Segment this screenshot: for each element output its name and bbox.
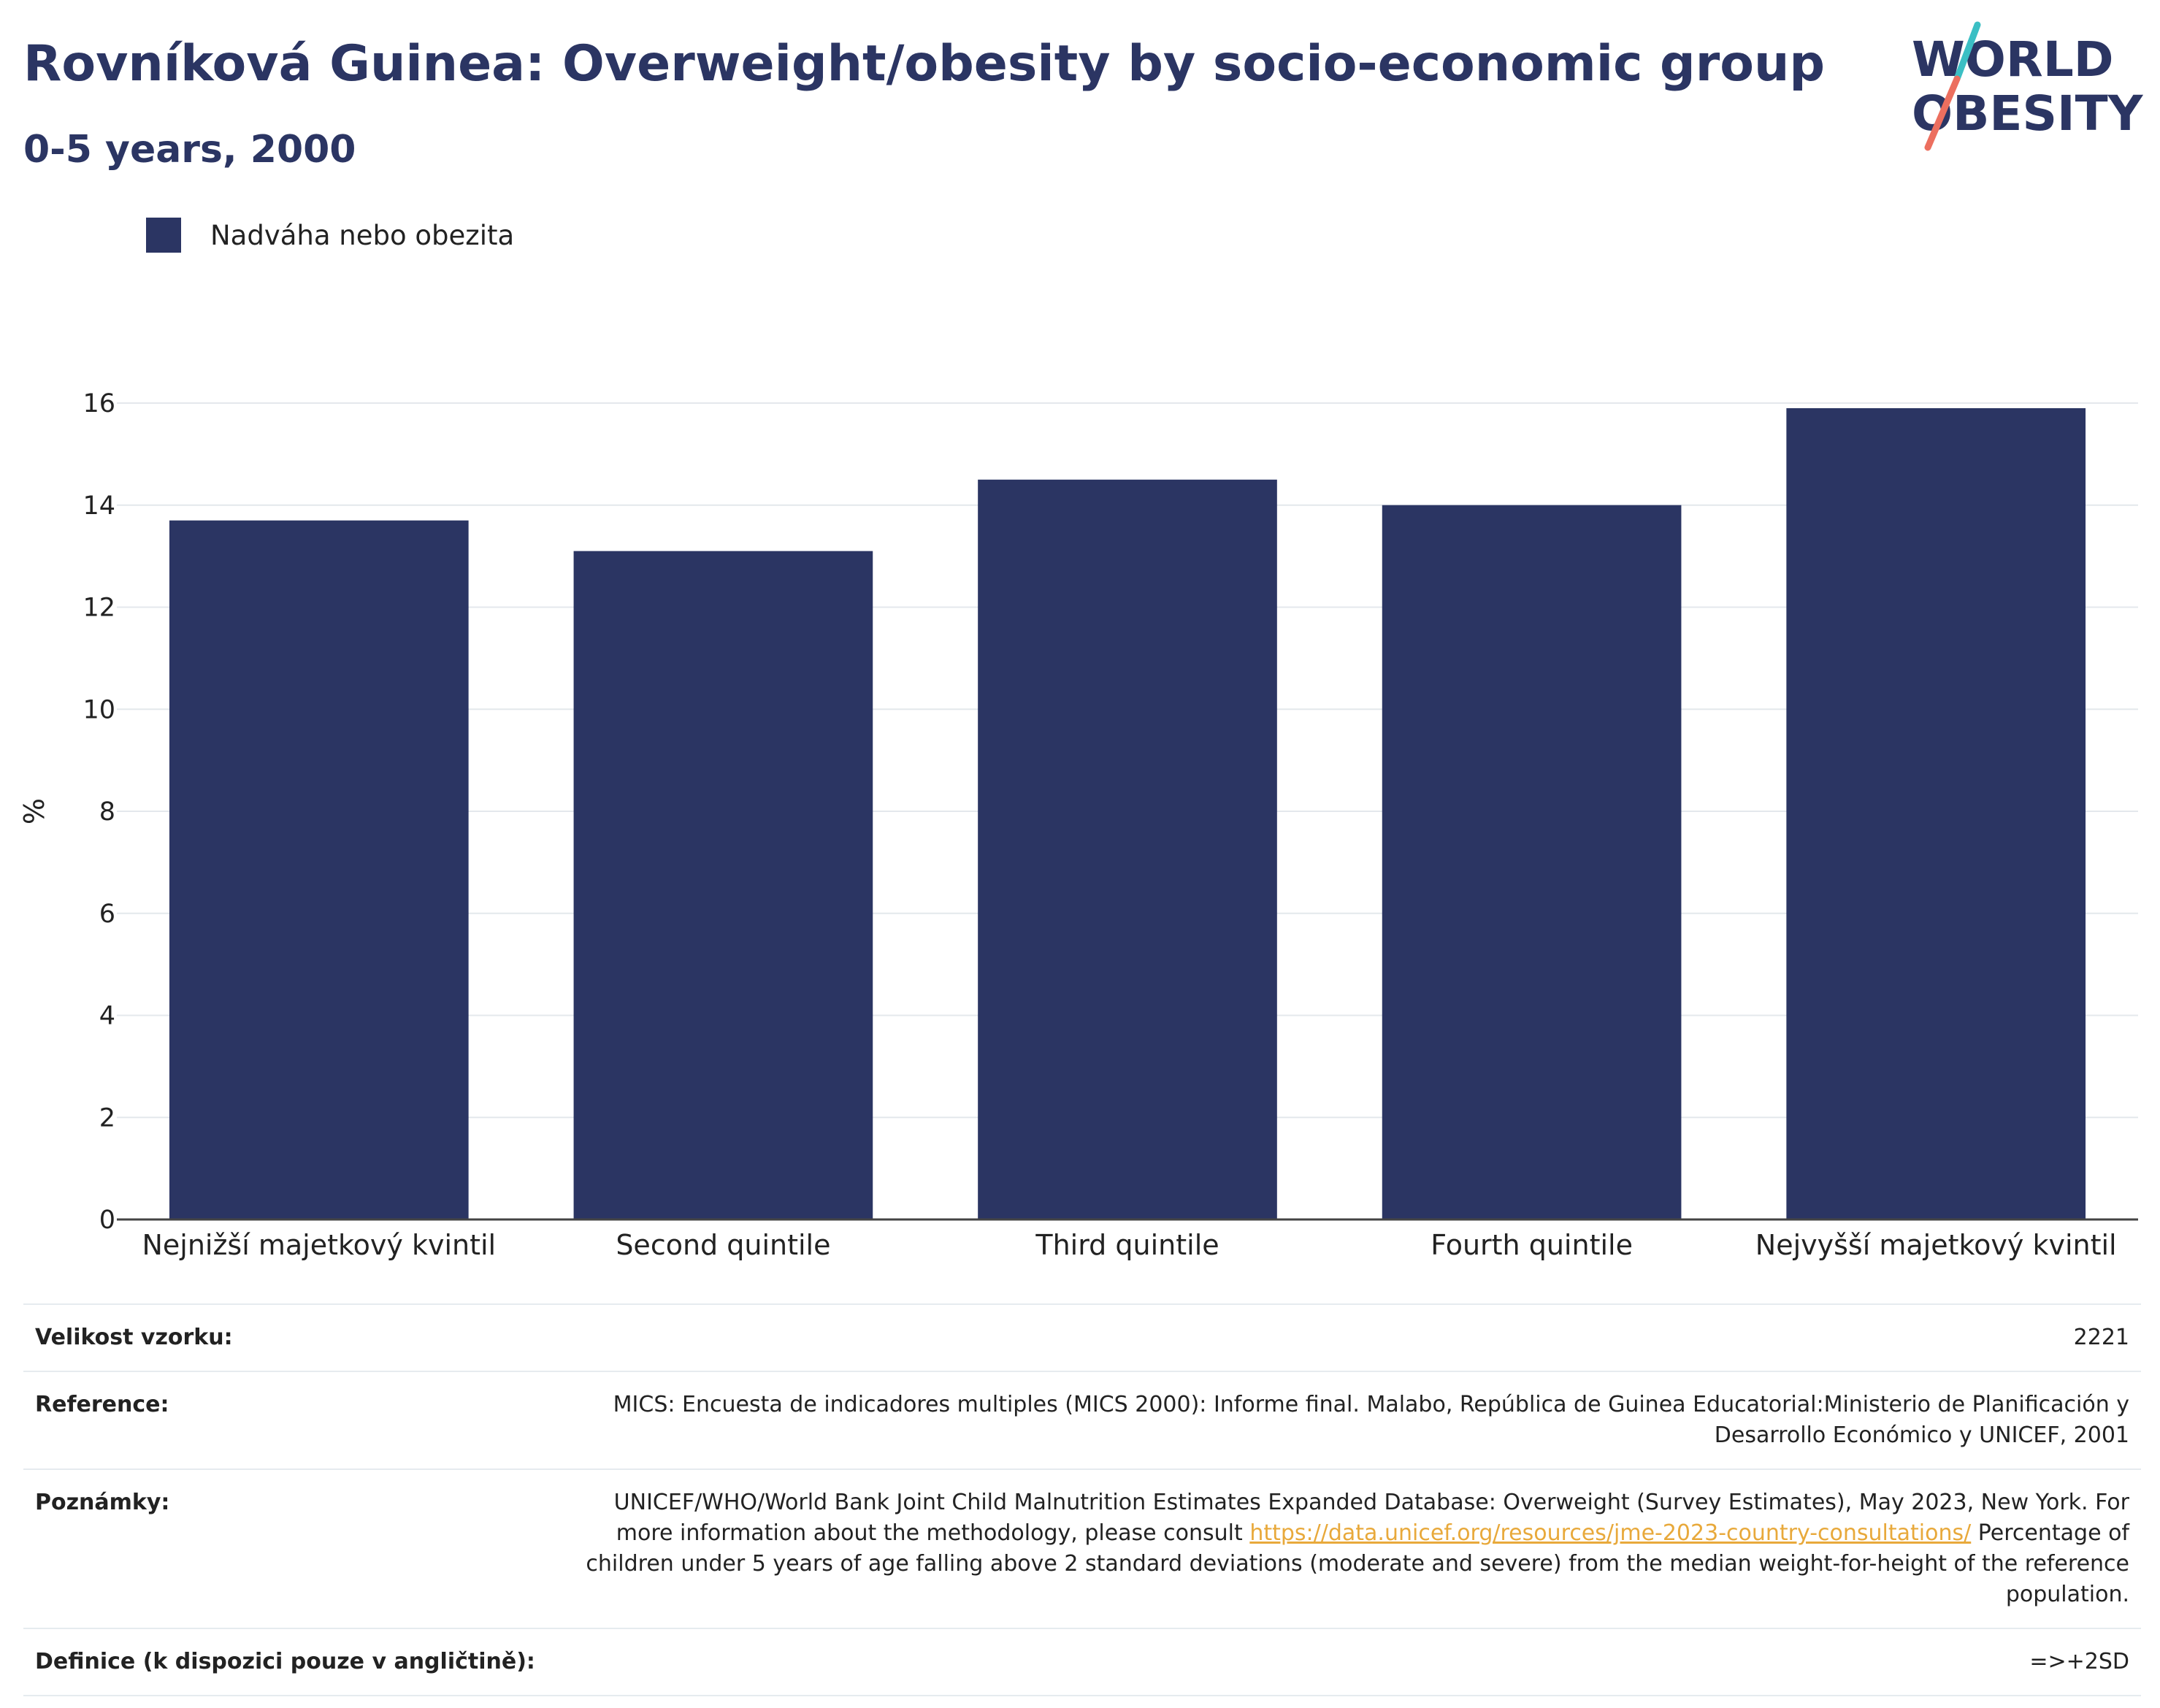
y-tick-label: 8 bbox=[99, 797, 115, 827]
category-label: Second quintile bbox=[616, 1229, 830, 1261]
bar[interactable] bbox=[1786, 407, 2086, 1219]
y-tick-label: 10 bbox=[83, 695, 115, 724]
reference-label: Reference: bbox=[23, 1371, 572, 1469]
notes-text-2: Percentage of children under 5 years of … bbox=[586, 1520, 2129, 1607]
chart-subtitle: 0-5 years, 2000 bbox=[23, 128, 356, 172]
definition-value: =>+2SD bbox=[572, 1628, 2141, 1696]
bars bbox=[169, 407, 2086, 1219]
legend-label: Nadváha nebo obezita bbox=[210, 219, 515, 251]
bar-chart: 0 2 4 6 8 10 12 14 16 Nejnižší majetkový kvintil… bbox=[18, 389, 2138, 1261]
notes-text-1: UNICEF/WHO/World Bank Joint Child Malnut… bbox=[613, 1490, 2129, 1546]
notes-row: Poznámky: UNICEF/WHO/World Bank Joint Ch… bbox=[23, 1468, 2141, 1628]
sample-size-row: Velikost vzorku: 2221 bbox=[23, 1303, 2141, 1371]
category-label: Nejvyšší majetkový kvintil bbox=[1755, 1229, 2117, 1261]
y-tick-label: 6 bbox=[99, 900, 115, 929]
sample-size-label: Velikost vzorku: bbox=[23, 1303, 572, 1371]
y-tick-label: 16 bbox=[83, 389, 115, 418]
notes-value: UNICEF/WHO/World Bank Joint Child Malnut… bbox=[572, 1468, 2141, 1628]
bar[interactable] bbox=[978, 479, 1277, 1219]
y-tick-label: 4 bbox=[99, 1002, 115, 1031]
world-obesity-logo: WORLD OBESITY bbox=[1912, 21, 2144, 151]
notes-label: Poznámky: bbox=[23, 1468, 572, 1628]
notes-link[interactable]: https://data.unicef.org/resources/jme-20… bbox=[1249, 1520, 1972, 1546]
chart-title: Rovníková Guinea: Overweight/obesity by … bbox=[23, 35, 1826, 93]
category-label: Third quintile bbox=[1035, 1229, 1219, 1261]
y-tick-label: 12 bbox=[83, 594, 115, 623]
legend: Nadváha nebo obezita bbox=[146, 216, 514, 254]
y-tick-label: 0 bbox=[99, 1206, 115, 1235]
bar[interactable] bbox=[1382, 505, 1682, 1219]
y-tick-label: 14 bbox=[83, 491, 115, 521]
category-label: Fourth quintile bbox=[1431, 1229, 1633, 1261]
definition-row: Definice (k dispozici pouze v angličtině… bbox=[23, 1628, 2141, 1696]
category-labels: Nejnižší majetkový kvintil Second quintil… bbox=[142, 1229, 2116, 1261]
legend-swatch bbox=[146, 218, 181, 253]
reference-row: Reference: MICS: Encuesta de indicadores… bbox=[23, 1371, 2141, 1469]
y-tick-label: 2 bbox=[99, 1103, 115, 1133]
definition-label: Definice (k dispozici pouze v angličtině… bbox=[23, 1628, 572, 1696]
bar[interactable] bbox=[169, 520, 469, 1219]
reference-value: MICS: Encuesta de indicadores multiples … bbox=[572, 1371, 2141, 1469]
metadata-table: Velikost vzorku: 2221 Reference: MICS: E… bbox=[23, 1303, 2141, 1696]
svg-text:WORLD: WORLD bbox=[1912, 31, 2114, 88]
y-tick-labels: 0 2 4 6 8 10 12 14 16 bbox=[83, 389, 115, 1235]
bar[interactable] bbox=[573, 551, 873, 1219]
sample-size-value: 2221 bbox=[572, 1303, 2141, 1371]
category-label: Nejnižší majetkový kvintil bbox=[142, 1229, 496, 1261]
y-axis-title: % bbox=[18, 798, 50, 824]
